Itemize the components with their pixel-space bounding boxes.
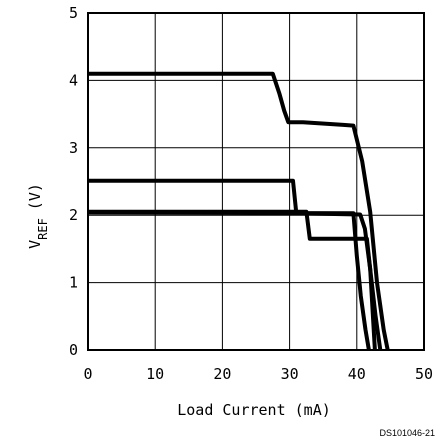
series-group bbox=[87, 71, 390, 351]
y-axis-label-main: V bbox=[26, 240, 44, 249]
x-tick-label: 40 bbox=[348, 365, 366, 383]
y-tick-label: 0 bbox=[69, 341, 78, 359]
x-tick-label: 20 bbox=[213, 365, 231, 383]
y-tick-label: 4 bbox=[69, 71, 78, 89]
y-tick-label: 3 bbox=[69, 139, 78, 157]
x-tick-label: 0 bbox=[83, 365, 92, 383]
y-axis-label: VREF (V) bbox=[26, 183, 50, 249]
x-axis-label: Load Current (mA) bbox=[177, 401, 331, 419]
series-line-4 bbox=[87, 210, 371, 351]
x-tick-label: 50 bbox=[415, 365, 433, 383]
series-line-2 bbox=[88, 178, 383, 351]
plot-frame bbox=[87, 12, 425, 351]
x-tick-label: 30 bbox=[281, 365, 299, 383]
tick-labels: 0 10 20 30 40 50 0 1 2 3 4 5 bbox=[69, 4, 433, 383]
y-tick-label: 5 bbox=[69, 4, 78, 22]
y-axis-label-subscript: REF bbox=[36, 218, 50, 240]
y-tick-label: 1 bbox=[69, 274, 78, 292]
series-line-1 bbox=[88, 71, 390, 351]
x-tick-label: 10 bbox=[146, 365, 164, 383]
footnote-code: DS101046-21 bbox=[379, 428, 435, 438]
y-tick-label: 2 bbox=[69, 206, 78, 224]
y-axis-label-unit: (V) bbox=[26, 183, 44, 210]
series-line-3 bbox=[88, 209, 377, 351]
